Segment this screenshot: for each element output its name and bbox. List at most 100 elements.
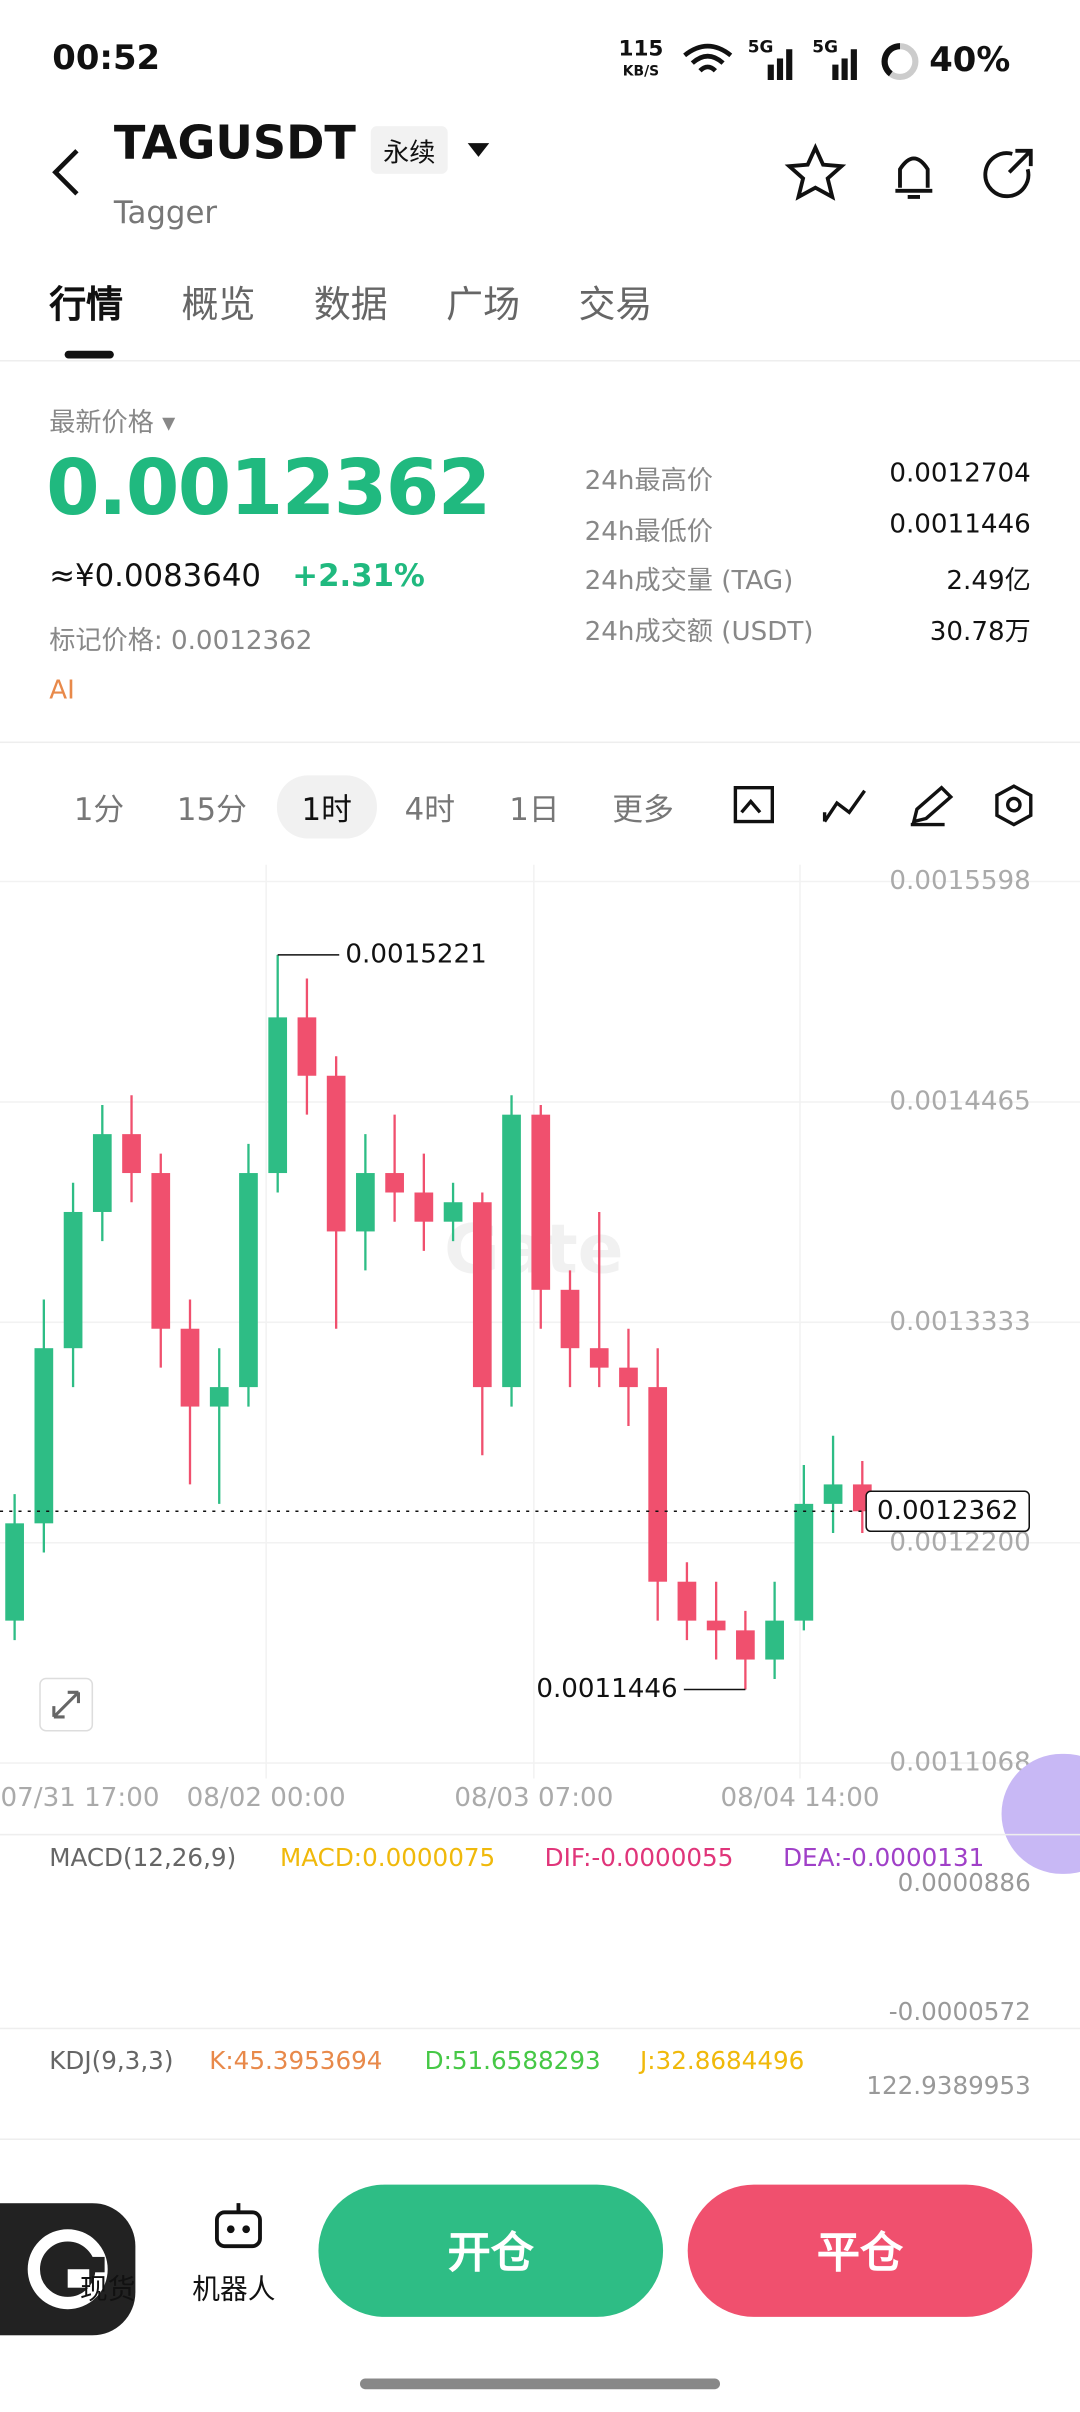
low-label: 0.0011446 [536, 1674, 677, 1704]
price-label[interactable]: 最新价格 ▾ [49, 407, 176, 439]
mark-price: 标记价格: 0.0012362 [49, 626, 313, 657]
y-tick-label: 0.0013333 [889, 1307, 1030, 1337]
candle-body [560, 1289, 580, 1349]
candle-body [619, 1367, 638, 1388]
candle-body [385, 1173, 404, 1193]
contract-type[interactable]: 永续 [370, 126, 448, 174]
network-2: 5G [812, 36, 838, 57]
candle-body [823, 1484, 843, 1504]
candle-body [34, 1348, 54, 1524]
robot-label[interactable]: 机器人 [192, 2273, 276, 2307]
robot-icon[interactable] [212, 2200, 264, 2252]
y-tick-label: 0.0014465 [889, 1087, 1030, 1117]
interval[interactable]: 1时 [276, 775, 377, 839]
interval[interactable]: 15分 [176, 790, 247, 828]
macd-value: MACD:0.0000075 [279, 1843, 496, 1873]
kdj-max: 122.9389953 [866, 2070, 1031, 2100]
tab[interactable]: 概览 [181, 283, 256, 327]
divider [0, 1833, 1080, 1836]
open-button[interactable]: 开仓 [318, 2184, 664, 2317]
home-indicator [359, 2378, 720, 2390]
chart-tools[interactable] [729, 782, 1037, 831]
candle-body [180, 1328, 200, 1407]
macd-min: -0.0000572 [888, 1996, 1031, 2027]
divider [0, 741, 1080, 744]
interval[interactable]: 1分 [73, 790, 125, 828]
macd-max: 0.0000886 [897, 1867, 1031, 1897]
candle-body [502, 1114, 521, 1388]
candle-body [531, 1114, 551, 1290]
x-tick-label: 07/31 17:00 [1, 1783, 160, 1813]
tab[interactable]: 数据 [313, 283, 388, 327]
spot-label[interactable]: 现货 [79, 2273, 136, 2307]
last-price-label: 0.0012362 [877, 1496, 1018, 1526]
kdj-title: KDJ(9,3,3) [49, 2046, 174, 2076]
tab[interactable]: 广场 [446, 283, 520, 327]
interval[interactable]: 1日 [509, 790, 560, 828]
speed-unit: KB/S [622, 64, 660, 80]
stat-value: 2.49亿 [946, 566, 1031, 597]
tab[interactable]: 行情 [49, 283, 124, 327]
candle-body [151, 1173, 171, 1329]
price-change: +2.31% [292, 556, 425, 594]
y-tick-label: 0.0011068 [889, 1748, 1030, 1778]
stat-label: 24h成交额 (USDT) [584, 616, 814, 647]
d-value: D:51.6588293 [424, 2046, 601, 2076]
interval[interactable]: 4时 [404, 790, 455, 828]
candle-body [326, 1075, 346, 1232]
y-tick-label: 0.0015598 [889, 866, 1030, 896]
dropdown-arrow[interactable] [465, 138, 493, 160]
tab-indicator [64, 350, 114, 359]
candlestick-chart: 0.00155980.00144650.00133330.00122000.00… [0, 864, 1080, 1813]
high-label: 0.0015221 [345, 939, 486, 969]
back-button[interactable] [46, 145, 89, 200]
candle-body [122, 1134, 141, 1174]
candle-body [209, 1387, 229, 1407]
stat-value: 0.0012704 [889, 458, 1031, 490]
candle-body [92, 1134, 112, 1212]
candle-body [472, 1202, 492, 1388]
battery: 40% [929, 41, 1011, 80]
signal-icons [683, 43, 857, 80]
divider [0, 359, 1080, 362]
candle-body [414, 1192, 434, 1222]
last-price-box [865, 1490, 1030, 1533]
ai-badge[interactable]: AI [49, 675, 75, 707]
candle-body [239, 1173, 258, 1388]
last-price: 0.0012362 [46, 443, 491, 533]
stat-label: 24h最高价 [584, 466, 713, 497]
cny-price: ≈¥0.0083640 [49, 556, 261, 594]
tab[interactable]: 交易 [578, 283, 653, 327]
speed: 115 [618, 36, 664, 62]
stat-value: 0.0011446 [889, 508, 1031, 540]
gate-logo [0, 2203, 136, 2336]
candle-body [589, 1348, 609, 1368]
battery-icon [881, 43, 919, 80]
candle-body [297, 1017, 317, 1076]
candle-body [706, 1620, 726, 1631]
candle-body [63, 1211, 83, 1349]
divider [0, 2027, 1080, 2030]
candle-body [268, 1017, 288, 1174]
y-tick-label: 0.0012200 [889, 1527, 1030, 1557]
fullscreen-button[interactable] [38, 1677, 94, 1732]
j-value: J:32.8684496 [639, 2046, 805, 2076]
k-value: K:45.3953694 [209, 2046, 383, 2076]
candle-body [648, 1387, 668, 1582]
close-button[interactable]: 平仓 [687, 2184, 1033, 2317]
interval[interactable]: 更多 [612, 790, 674, 828]
x-tick-label: 08/03 07:00 [454, 1783, 613, 1813]
candle-body [443, 1202, 463, 1222]
coin-name: Tagger [113, 193, 218, 231]
price-label-text: 最新价格 [49, 407, 154, 439]
header-actions[interactable] [784, 142, 1047, 204]
candle-body [765, 1620, 784, 1660]
network: 5G [747, 36, 774, 57]
dea-value: DEA:-0.0000131 [783, 1843, 985, 1873]
candle-body [736, 1630, 755, 1660]
stat-label: 24h成交量 (TAG) [584, 566, 794, 597]
candle-body [5, 1523, 24, 1621]
